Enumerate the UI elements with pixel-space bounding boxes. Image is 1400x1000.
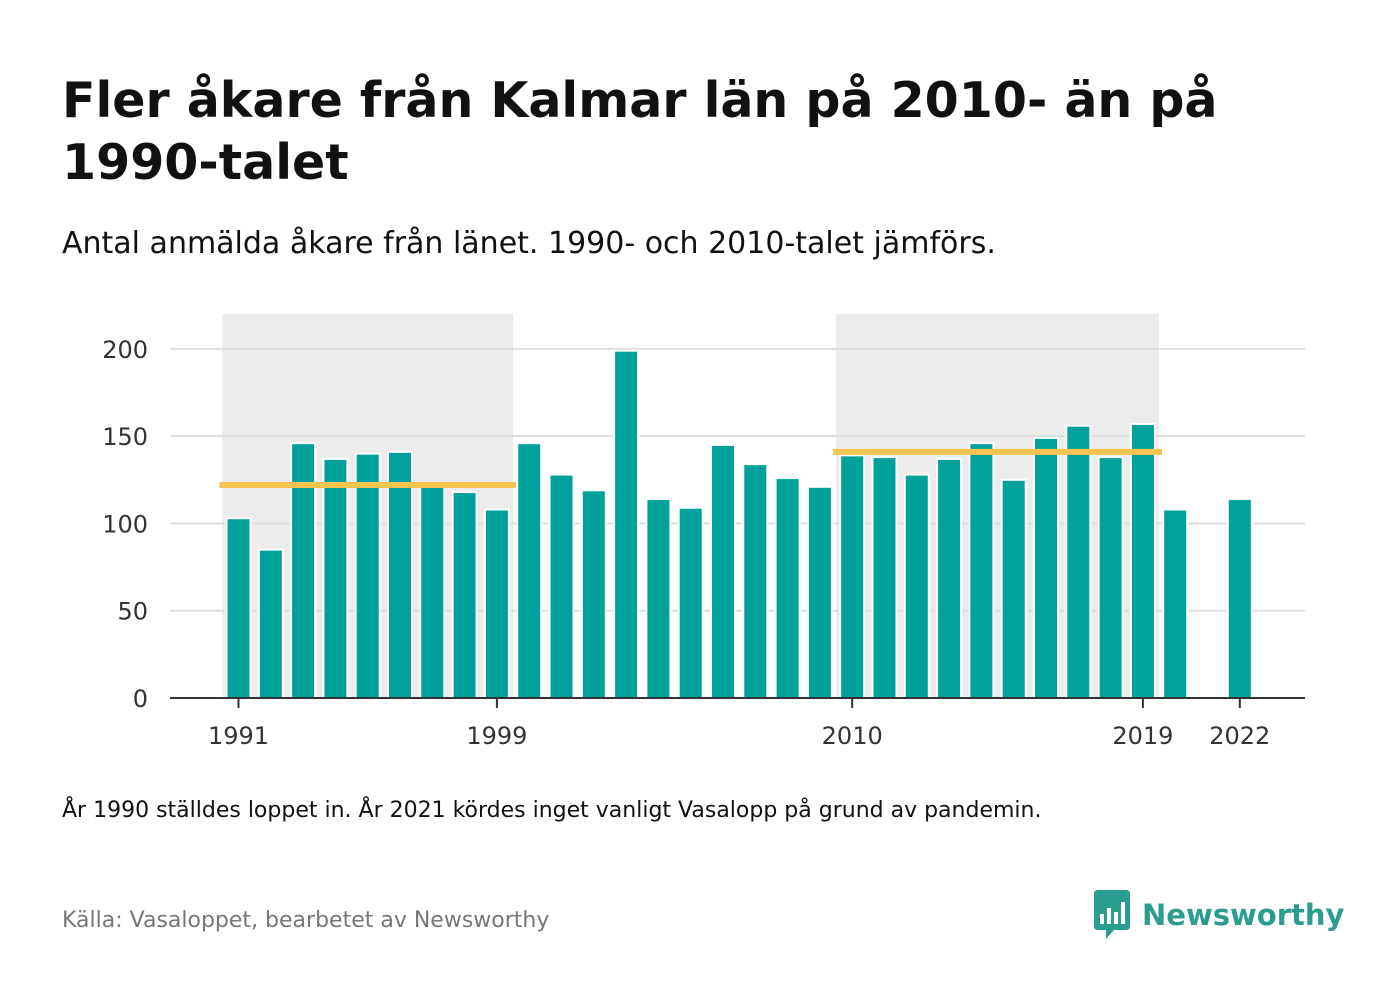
bar-1995 <box>354 452 381 699</box>
bar-1996 <box>387 450 413 699</box>
bar-1991 <box>225 517 252 699</box>
bar-2016 <box>1033 436 1059 699</box>
chart-source: Källa: Vasaloppet, bearbetet av Newswort… <box>62 908 550 933</box>
bar-2005 <box>677 506 704 699</box>
y-tick-label-150: 150 <box>102 423 148 451</box>
chart-title: Fler åkare från Kalmar län på 2010- än p… <box>62 72 1218 191</box>
bar-chart: 0 50 100 150 200 1991 1999 2010 2019 2022 <box>102 314 1305 750</box>
bar-1994 <box>322 457 349 699</box>
bar-2015 <box>1000 478 1027 699</box>
y-tick-label-200: 200 <box>102 336 148 364</box>
bar-2011 <box>871 456 898 699</box>
bar-2013 <box>936 457 963 699</box>
bar-2020 <box>1162 508 1189 699</box>
bar-2008 <box>774 477 801 699</box>
x-tick-label-1991: 1991 <box>208 722 269 750</box>
bar-1998 <box>451 491 478 699</box>
newsworthy-logo-icon <box>1094 890 1130 939</box>
bar-2003 <box>613 349 640 700</box>
x-tick-label-1999: 1999 <box>466 722 527 750</box>
bar-2012 <box>903 473 930 699</box>
x-tick-label-2010: 2010 <box>822 722 883 750</box>
bar-2014 <box>968 442 995 699</box>
bar-1993 <box>290 442 317 699</box>
bar-2022 <box>1226 498 1253 699</box>
bar-2001 <box>548 473 575 699</box>
bar-2002 <box>580 489 607 699</box>
x-tick-label-2022: 2022 <box>1209 722 1270 750</box>
bar-1999 <box>483 508 510 699</box>
y-axis-ticks: 0 50 100 150 200 <box>102 336 148 713</box>
chart-subtitle: Antal anmälda åkare från länet. 1990- oc… <box>62 226 996 261</box>
y-tick-label-100: 100 <box>102 510 148 538</box>
y-tick-label-0: 0 <box>133 685 148 713</box>
brand-logo: Newsworthy <box>1092 890 1344 940</box>
bar-2007 <box>742 463 769 699</box>
bar-2019 <box>1129 422 1156 700</box>
bar-2006 <box>710 443 736 699</box>
bar-2000 <box>516 442 543 699</box>
bar-1992 <box>257 548 284 699</box>
average-lines <box>219 448 1163 489</box>
chart-note: År 1990 ställdes loppet in. År 2021 körd… <box>62 798 1042 823</box>
bar-2010 <box>839 454 866 699</box>
x-axis-ticks: 1991 1999 2010 2019 2022 <box>208 698 1270 750</box>
y-tick-label-50: 50 <box>117 598 148 626</box>
bar-2009 <box>806 485 833 699</box>
x-tick-label-2019: 2019 <box>1112 722 1173 750</box>
bar-2017 <box>1065 424 1092 700</box>
bar-1997 <box>419 484 446 699</box>
bar-2018 <box>1097 456 1124 699</box>
bar-2004 <box>645 498 672 699</box>
brand-name: Newsworthy <box>1142 898 1345 932</box>
